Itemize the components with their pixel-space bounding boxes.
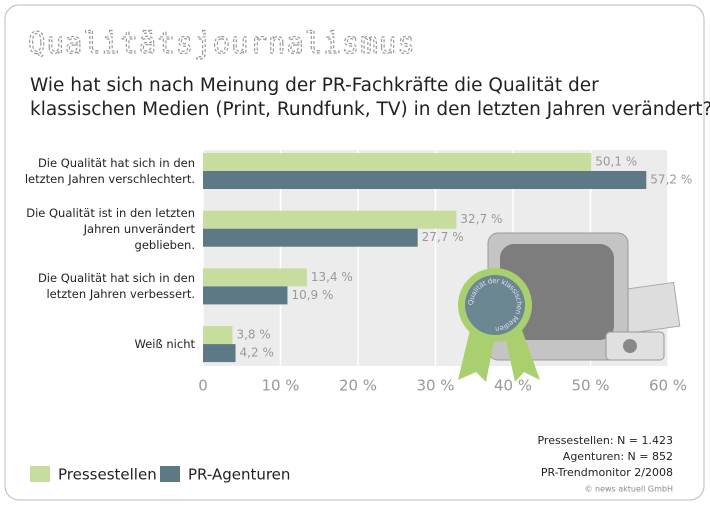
legend-swatch: [30, 466, 50, 482]
ribbon: [458, 330, 540, 382]
knob: [623, 339, 637, 353]
value-label: 57,2 %: [650, 173, 692, 187]
legend-label: Pressestellen: [58, 466, 157, 484]
value-label: 3,8 %: [236, 328, 270, 342]
badge-inner: [465, 275, 525, 335]
note: Agenturen: N = 852: [563, 450, 673, 463]
x-tick-label: 10 %: [261, 377, 299, 395]
bar: [203, 171, 647, 189]
x-tick-label: 30 %: [416, 377, 454, 395]
category-label: Die Qualität hat sich in den letzten Jah…: [24, 156, 195, 186]
bar: [203, 286, 288, 305]
x-tick-label: 40 %: [494, 377, 532, 395]
x-tick-label: 20 %: [339, 377, 377, 395]
bar: [203, 153, 592, 171]
value-label: 4,2 %: [240, 346, 274, 360]
value-label: 32,7 %: [460, 212, 502, 226]
x-tick-label: 50 %: [571, 377, 609, 395]
chart-title: Qualitätsjournalismus: [28, 26, 416, 60]
subtitle: Wie hat sich nach Meinung der PR-Fachkrä…: [30, 75, 599, 96]
x-tick-label: 60 %: [649, 377, 687, 395]
value-label: 13,4 %: [311, 270, 353, 284]
bar: [203, 268, 307, 287]
copyright: © news aktuell GmbH: [584, 485, 673, 494]
legend-label: PR-Agenturen: [188, 466, 290, 484]
bar: [203, 228, 418, 247]
value-label: 10,9 %: [291, 288, 333, 302]
bar: [203, 210, 457, 229]
category-label: Die Qualität ist in den letzten Jahren u…: [26, 205, 195, 252]
x-tick-label: 0: [198, 377, 208, 395]
note: PR-Trendmonitor 2/2008: [541, 466, 673, 479]
legend-swatch: [160, 466, 180, 482]
category-label: Die Qualität hat sich in den letzten Jah…: [37, 271, 195, 302]
category-label: Weiß nicht: [134, 337, 195, 352]
value-label: 27,7 %: [422, 230, 464, 244]
tv-illustration: Qualität der klassischen Medien: [458, 232, 681, 382]
note: Pressestellen: N = 1.423: [537, 434, 673, 447]
bar: [203, 326, 233, 345]
bar: [203, 344, 236, 363]
value-label: 50,1 %: [595, 155, 637, 169]
subtitle: klassischen Medien (Print, Rundfunk, TV)…: [30, 99, 710, 120]
